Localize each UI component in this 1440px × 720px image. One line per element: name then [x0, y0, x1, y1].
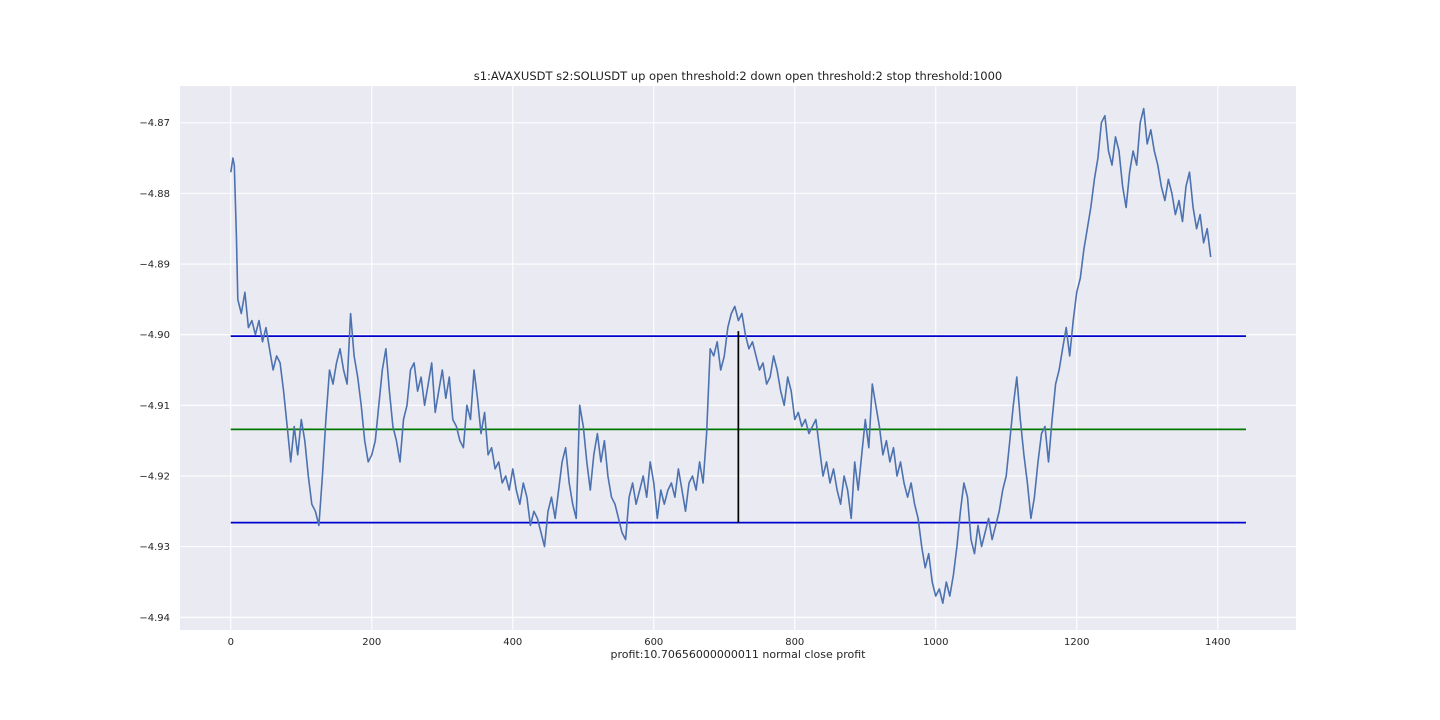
y-tick-label: −4.93	[139, 542, 170, 553]
x-tick-label: 400	[503, 637, 522, 648]
x-tick-labels: 0 200 400 600 800 1000 1200 1400	[228, 637, 1231, 648]
y-tick-label: −4.92	[139, 471, 170, 482]
y-tick-label: −4.90	[139, 330, 170, 341]
x-tick-label: 1200	[1064, 637, 1089, 648]
series-line-spread	[230, 107, 1212, 605]
chart-title: s1:AVAXUSDT s2:SOLUSDT up open threshold…	[474, 69, 1003, 83]
y-tick-label: −4.89	[139, 260, 170, 271]
x-tick-label: 1400	[1205, 637, 1230, 648]
x-tick-label: 600	[644, 637, 663, 648]
y-tick-label: −4.88	[139, 189, 170, 200]
y-tick-label: −4.94	[139, 613, 170, 624]
x-tick-label: 800	[785, 637, 804, 648]
reference-lines	[230, 331, 1246, 524]
x-tick-label: 200	[362, 637, 381, 648]
x-tick-label: 1000	[923, 637, 948, 648]
series-group	[230, 107, 1212, 605]
y-tick-labels: −4.87 −4.88 −4.89 −4.90 −4.91 −4.92 −4.93 −4.94	[139, 118, 170, 624]
x-axis-label: profit:10.70656000000011 normal close pr…	[610, 648, 866, 661]
x-tick-label: 0	[228, 637, 234, 648]
y-tick-label: −4.91	[139, 401, 170, 412]
y-tick-label: −4.87	[139, 118, 170, 129]
